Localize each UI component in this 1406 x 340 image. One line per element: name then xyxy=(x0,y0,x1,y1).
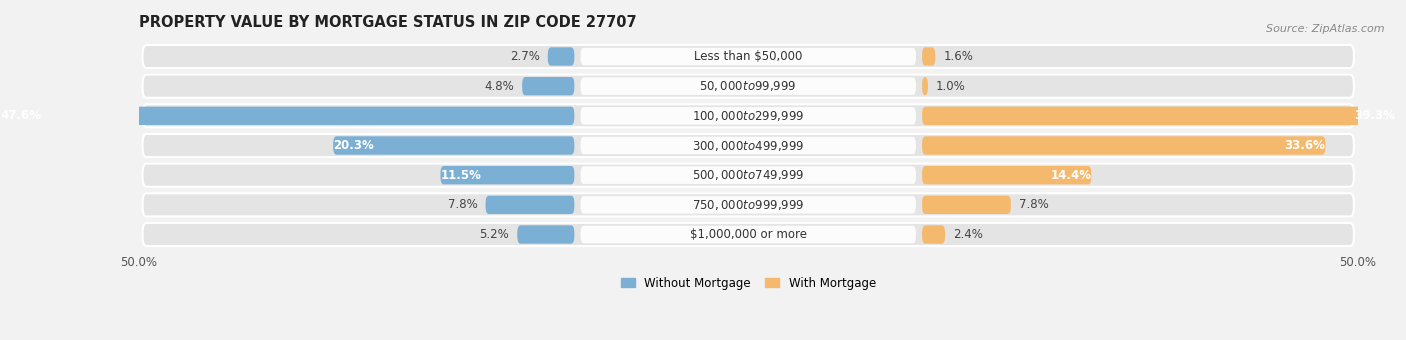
Text: 39.3%: 39.3% xyxy=(1354,109,1395,122)
Text: $750,000 to $999,999: $750,000 to $999,999 xyxy=(692,198,804,212)
FancyBboxPatch shape xyxy=(922,195,1011,214)
FancyBboxPatch shape xyxy=(922,47,935,66)
Text: 7.8%: 7.8% xyxy=(447,198,478,211)
FancyBboxPatch shape xyxy=(440,166,574,184)
FancyBboxPatch shape xyxy=(548,47,574,66)
FancyBboxPatch shape xyxy=(581,107,915,124)
FancyBboxPatch shape xyxy=(922,225,945,244)
FancyBboxPatch shape xyxy=(333,136,574,155)
Text: 5.2%: 5.2% xyxy=(479,228,509,241)
Text: 11.5%: 11.5% xyxy=(440,169,481,182)
Text: 2.7%: 2.7% xyxy=(510,50,540,63)
FancyBboxPatch shape xyxy=(581,78,915,95)
Text: $1,000,000 or more: $1,000,000 or more xyxy=(690,228,807,241)
Text: 2.4%: 2.4% xyxy=(953,228,983,241)
Text: 20.3%: 20.3% xyxy=(333,139,374,152)
Text: Less than $50,000: Less than $50,000 xyxy=(695,50,803,63)
Text: $50,000 to $99,999: $50,000 to $99,999 xyxy=(700,79,797,93)
FancyBboxPatch shape xyxy=(922,136,1326,155)
FancyBboxPatch shape xyxy=(922,77,928,96)
FancyBboxPatch shape xyxy=(522,77,574,96)
FancyBboxPatch shape xyxy=(142,104,1354,128)
Legend: Without Mortgage, With Mortgage: Without Mortgage, With Mortgage xyxy=(616,272,880,294)
Text: $100,000 to $299,999: $100,000 to $299,999 xyxy=(692,109,804,123)
Text: 1.0%: 1.0% xyxy=(936,80,966,93)
FancyBboxPatch shape xyxy=(142,45,1354,68)
FancyBboxPatch shape xyxy=(581,167,915,184)
FancyBboxPatch shape xyxy=(485,195,574,214)
FancyBboxPatch shape xyxy=(0,107,574,125)
Text: 1.6%: 1.6% xyxy=(943,50,973,63)
FancyBboxPatch shape xyxy=(517,225,574,244)
Text: $500,000 to $749,999: $500,000 to $749,999 xyxy=(692,168,804,182)
FancyBboxPatch shape xyxy=(581,196,915,214)
FancyBboxPatch shape xyxy=(142,164,1354,187)
Text: 4.8%: 4.8% xyxy=(484,80,515,93)
FancyBboxPatch shape xyxy=(142,223,1354,246)
FancyBboxPatch shape xyxy=(581,226,915,243)
FancyBboxPatch shape xyxy=(922,107,1395,125)
Text: 7.8%: 7.8% xyxy=(1019,198,1049,211)
Text: Source: ZipAtlas.com: Source: ZipAtlas.com xyxy=(1267,24,1385,34)
Text: $300,000 to $499,999: $300,000 to $499,999 xyxy=(692,138,804,153)
FancyBboxPatch shape xyxy=(581,137,915,154)
FancyBboxPatch shape xyxy=(922,166,1091,184)
FancyBboxPatch shape xyxy=(581,48,915,65)
Text: 47.6%: 47.6% xyxy=(0,109,41,122)
Text: PROPERTY VALUE BY MORTGAGE STATUS IN ZIP CODE 27707: PROPERTY VALUE BY MORTGAGE STATUS IN ZIP… xyxy=(139,15,636,30)
Text: 14.4%: 14.4% xyxy=(1050,169,1091,182)
FancyBboxPatch shape xyxy=(142,74,1354,98)
Text: 33.6%: 33.6% xyxy=(1285,139,1326,152)
FancyBboxPatch shape xyxy=(142,134,1354,157)
FancyBboxPatch shape xyxy=(142,193,1354,217)
